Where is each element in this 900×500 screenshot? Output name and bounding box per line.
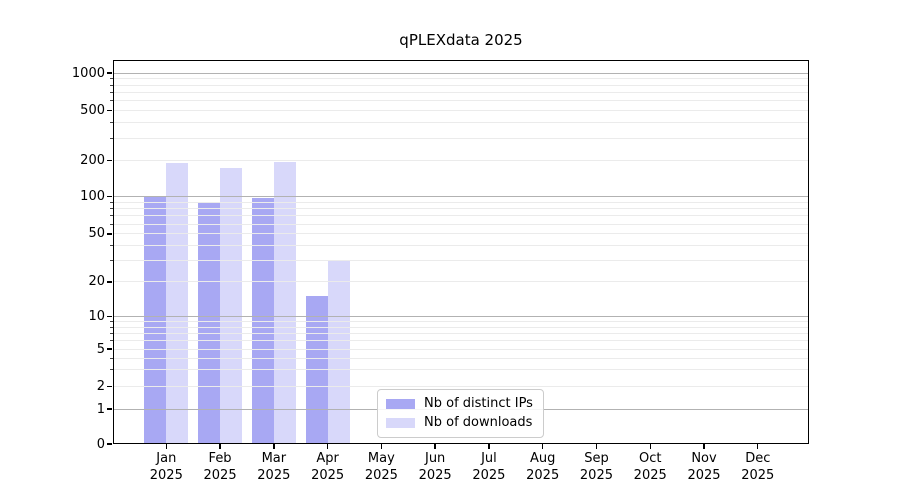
- x-tick-label-oct: Oct 2025: [633, 451, 667, 483]
- y-tick-mark: [107, 408, 112, 410]
- y-minor-tick-mark: [110, 78, 113, 80]
- y-tick-label: 100: [80, 188, 105, 204]
- bar-feb-downloads: [220, 167, 243, 444]
- x-tick-label-dec: Dec 2025: [741, 451, 775, 483]
- y-minor-tick-mark: [110, 201, 113, 203]
- y-minor-tick-mark: [110, 122, 113, 124]
- x-tick-mark: [165, 444, 167, 449]
- y-minor-tick-mark: [110, 332, 113, 334]
- y-minor-tick-mark: [110, 84, 113, 86]
- y-minor-tick-mark: [110, 320, 113, 322]
- x-tick-label-aug: Aug 2025: [526, 451, 560, 483]
- y-tick-mark: [107, 443, 112, 445]
- y-tick-mark: [107, 315, 112, 318]
- legend-swatch-downloads: [386, 418, 415, 428]
- x-tick-label-jun: Jun 2025: [418, 451, 452, 483]
- legend-swatch-distinct-ips: [386, 399, 415, 409]
- x-tick-mark: [649, 444, 651, 449]
- x-tick-label-sep: Sep 2025: [579, 451, 613, 483]
- y-tick-mark: [107, 72, 112, 74]
- bar-mar-ips: [251, 197, 274, 444]
- y-minor-tick-mark: [110, 91, 113, 93]
- x-tick-mark: [326, 444, 329, 449]
- y-tick-label: 1: [96, 401, 105, 417]
- y-tick-label: 500: [80, 102, 105, 118]
- x-tick-label-jul: Jul 2025: [472, 451, 506, 483]
- x-tick-mark: [757, 444, 759, 449]
- x-tick-mark: [219, 444, 221, 449]
- x-tick-mark: [488, 444, 490, 449]
- y-minor-tick-mark: [110, 357, 113, 359]
- x-tick-mark: [434, 444, 436, 449]
- x-tick-mark: [595, 444, 598, 449]
- y-tick-label: 5: [96, 341, 105, 357]
- bars-layer: [113, 60, 809, 444]
- y-tick-mark: [107, 195, 112, 197]
- y-tick-label: 10: [88, 309, 105, 324]
- legend-label-distinct-ips: Nb of distinct IPs: [424, 396, 533, 411]
- y-minor-tick-mark: [110, 137, 113, 139]
- y-tick-mark: [107, 159, 112, 162]
- bar-jan-ips: [144, 196, 167, 444]
- x-tick-mark: [703, 444, 705, 449]
- y-tick-mark: [107, 385, 112, 388]
- chart-title: qPLEXdata 2025: [399, 31, 523, 49]
- x-tick-mark: [380, 444, 383, 449]
- y-tick-mark: [107, 233, 112, 235]
- bar-jan-downloads: [166, 163, 189, 444]
- y-minor-tick-mark: [110, 260, 113, 262]
- y-tick-mark: [107, 281, 112, 283]
- y-tick-label: 20: [88, 274, 105, 290]
- x-tick-label-jan: Jan 2025: [149, 451, 183, 483]
- plot-area: [113, 60, 809, 444]
- y-minor-tick-mark: [110, 326, 113, 328]
- bar-feb-ips: [198, 203, 221, 444]
- legend-item: Nb of distinct IPs: [386, 397, 535, 411]
- y-minor-tick-mark: [110, 245, 113, 247]
- bar-mar-downloads: [273, 161, 296, 444]
- y-tick-label: 0: [96, 436, 105, 452]
- x-tick-label-feb: Feb 2025: [203, 451, 237, 483]
- y-minor-tick-mark: [110, 207, 113, 209]
- y-tick-label: 200: [80, 153, 105, 169]
- x-tick-mark: [273, 444, 275, 449]
- x-tick-label-apr: Apr 2025: [311, 451, 345, 483]
- y-minor-tick-mark: [110, 369, 113, 371]
- legend-item: Nb of downloads: [386, 416, 535, 430]
- x-tick-label-nov: Nov 2025: [687, 451, 721, 483]
- x-tick-label-may: May 2025: [364, 451, 398, 483]
- y-tick-label: 2: [96, 378, 105, 394]
- legend-label-downloads: Nb of downloads: [424, 415, 533, 430]
- bar-apr-downloads: [327, 260, 350, 444]
- y-tick-label: 50: [88, 226, 105, 242]
- y-minor-tick-mark: [110, 215, 113, 217]
- y-minor-tick-mark: [110, 340, 113, 342]
- y-tick-mark: [107, 348, 112, 350]
- y-minor-tick-mark: [110, 223, 113, 225]
- y-tick-label: 1000: [71, 65, 105, 81]
- x-tick-mark: [541, 444, 544, 449]
- legend: Nb of distinct IPs Nb of downloads: [377, 389, 544, 438]
- bar-apr-ips: [305, 296, 328, 444]
- x-tick-label-mar: Mar 2025: [257, 451, 291, 483]
- y-tick-mark: [107, 109, 112, 111]
- y-minor-tick-mark: [110, 100, 113, 101]
